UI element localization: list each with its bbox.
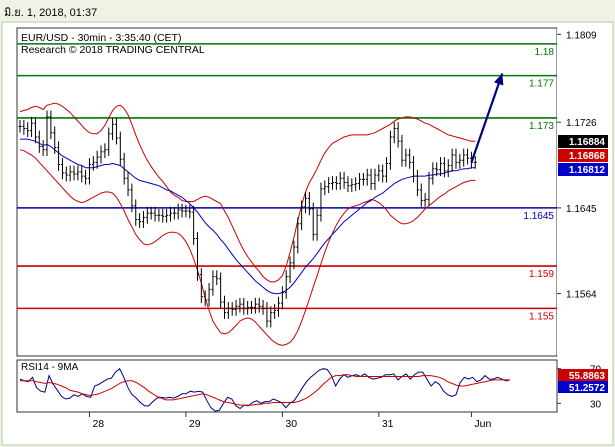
- time-tick-label-1: 29: [189, 418, 201, 430]
- time-tick-label-0: 28: [92, 418, 104, 430]
- level-label-1: 1.177: [529, 79, 554, 90]
- projection-arrowhead: [493, 73, 504, 86]
- price-axis: [557, 28, 612, 356]
- price-tick-label-3: 1.1564: [566, 290, 597, 301]
- rsi-tag-label-0: 55.8863: [569, 371, 606, 382]
- price-tag-label-0: 1.16884: [569, 137, 606, 148]
- time-tick-label-3: 31: [382, 418, 394, 430]
- price-tag-label-1: 1.16868: [569, 151, 606, 162]
- rsi-ma-line: [20, 374, 510, 406]
- rsi-title: RSI14 - 9MA: [21, 362, 79, 373]
- level-label-0: 1.18: [535, 47, 555, 58]
- bollinger-lower-line: [19, 149, 476, 346]
- price-tag-0: [558, 135, 608, 148]
- price-tick-label-1: 1.1726: [566, 118, 597, 129]
- bollinger-upper-line: [19, 102, 476, 283]
- projection-arrow: [470, 73, 504, 163]
- rsi-line: [19, 367, 511, 412]
- moving-average-line: [20, 138, 476, 295]
- level-label-5: 1.155: [529, 311, 554, 322]
- projection-line: [470, 73, 504, 163]
- rsi-tag-label-1: 51.2572: [569, 383, 606, 394]
- price-tag-label-2: 1.16812: [569, 165, 606, 176]
- time-axis: 28 29 30 31 Jun: [88, 412, 492, 430]
- price-tick-label-0: 1.1809: [566, 30, 597, 41]
- price-tags: 1.16884 1.16868 1.16812: [558, 135, 608, 176]
- price-axis-labels: 1.1809 1.1726 1.1645 1.1564: [557, 30, 597, 301]
- price-tag-2: [558, 163, 608, 176]
- level-label-3: 1.1645: [523, 211, 554, 222]
- price-bars: [18, 110, 477, 328]
- window-timestamp: มิ.ย. 1, 2018, 01:37: [4, 7, 97, 19]
- time-tick-label-4: Jun: [474, 418, 491, 430]
- rsi-tag-1: [558, 381, 608, 393]
- chart-title: EUR/USD - 30min - 3:35:40 (CET): [21, 32, 181, 44]
- chart-copyright: Research © 2018 TRADING CENTRAL: [21, 44, 205, 56]
- rsi-panel: [16, 359, 558, 413]
- rsi-tick-label-1: 30: [590, 399, 602, 410]
- time-tick-label-2: 30: [285, 418, 297, 430]
- price-panel: [16, 27, 558, 357]
- level-lines: 1.18 1.177 1.173 1.1645 1.159 1.155: [17, 43, 557, 322]
- price-tag-1: [558, 149, 608, 162]
- indicator-lines: [19, 102, 476, 346]
- level-label-2: 1.173: [529, 121, 554, 132]
- rsi-tag-0: [558, 369, 608, 381]
- price-tick-label-2: 1.1645: [566, 204, 597, 215]
- level-label-4: 1.159: [529, 269, 554, 280]
